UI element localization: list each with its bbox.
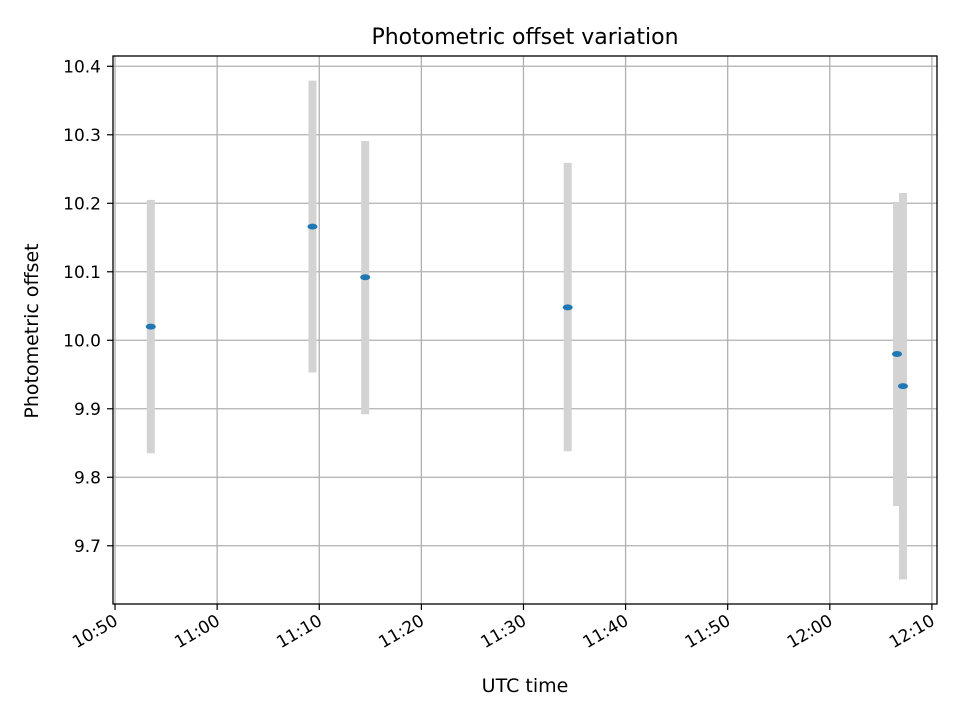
x-tick-label: 11:30: [478, 611, 530, 653]
x-tick-label: 11:20: [375, 611, 427, 653]
y-axis-ticks: 9.7 9.8 9.9 10.0 10.1 10.2 10.3 10.4: [63, 57, 113, 557]
y-tick-label: 10.4: [63, 57, 101, 77]
y-tick-label: 10.1: [63, 263, 101, 283]
data-point: [897, 383, 908, 390]
y-tick-label: 10.0: [63, 331, 101, 351]
data-point: [562, 304, 573, 311]
y-tick-label: 9.8: [74, 468, 101, 488]
x-tick-label: 11:50: [682, 611, 734, 653]
data-point: [145, 323, 156, 330]
y-tick-label: 10.2: [63, 194, 101, 214]
data-point: [892, 350, 903, 357]
x-tick-label: 12:10: [886, 611, 938, 653]
chart-title: Photometric offset variation: [371, 25, 678, 50]
data-point: [307, 223, 318, 230]
data-points: [145, 223, 908, 390]
x-axis-label: UTC time: [482, 675, 569, 697]
data-point: [360, 274, 371, 281]
y-tick-label: 10.3: [63, 126, 101, 146]
plot-frame: [112, 55, 938, 605]
x-tick-label: 11:40: [580, 611, 632, 653]
grid: [113, 56, 937, 604]
y-tick-label: 9.7: [74, 537, 101, 557]
x-tick-label: 11:10: [273, 611, 325, 653]
x-tick-label: 11:00: [171, 611, 223, 653]
error-bars: [146, 80, 907, 580]
y-tick-label: 9.9: [74, 400, 101, 420]
x-tick-label: 10:50: [69, 611, 121, 653]
x-axis-ticks: 10:50 11:00 11:10 11:20 11:30 11:40 11:50 12:00…: [69, 604, 938, 653]
x-tick-label: 12:00: [784, 611, 836, 653]
y-axis-label: Photometric offset: [21, 243, 43, 418]
